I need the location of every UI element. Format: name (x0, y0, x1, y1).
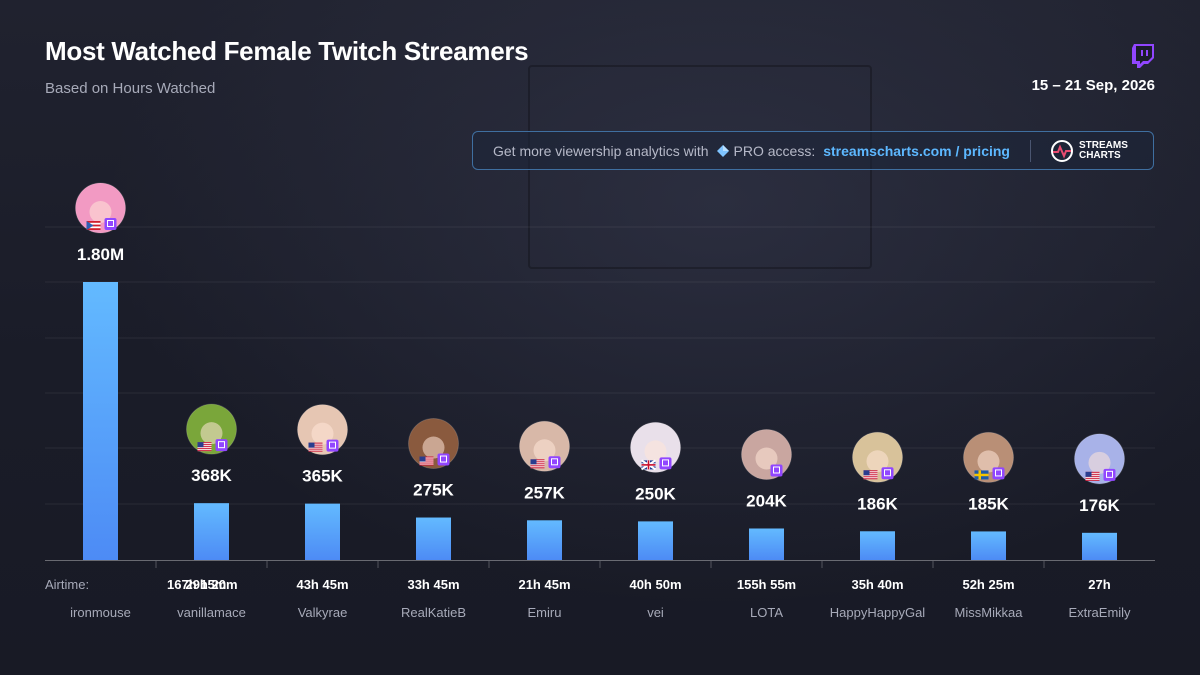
avatar-face (89, 201, 112, 223)
bar-RealKatieB (416, 517, 451, 560)
streamer-name: ironmouse (70, 605, 131, 620)
sweden-flag-icon (974, 470, 989, 480)
page-subtitle: Based on Hours Watched (45, 80, 216, 97)
value-label: 1.80M (77, 245, 124, 264)
bar-ironmouse (83, 282, 118, 560)
airtime-value: 43h 45m (296, 577, 348, 592)
value-label: 176K (1079, 496, 1120, 515)
airtime-value: 27h (1088, 577, 1110, 592)
puerto-rico-flag-icon (86, 221, 101, 230)
streamer-name: LOTA (750, 605, 783, 620)
streamer-name: Emiru (528, 605, 562, 620)
airtime-value: 21h 45m (518, 577, 570, 592)
bar-MissMikkaa (971, 531, 1006, 560)
brand-line-1: STREAMS (1078, 139, 1128, 151)
twitch-logo-icon (1132, 44, 1154, 68)
airtime-label: Airtime: (45, 577, 90, 592)
airtime-value: 52h 25m (962, 577, 1014, 592)
streamer-name: HappyHappyGal (830, 605, 925, 620)
twitch-badge-icon (548, 456, 561, 469)
streamer-name: Valkyrae (298, 605, 348, 620)
usa-flag-icon (530, 459, 545, 469)
avatar-face (533, 439, 556, 462)
usa-flag-icon (308, 442, 323, 452)
avatar-face (977, 450, 1000, 473)
twitch-badge-icon (770, 464, 783, 477)
bar-LOTA (749, 528, 784, 560)
airtime-value: 155h 55m (737, 577, 796, 592)
streamer-name: RealKatieB (401, 605, 466, 620)
value-label: 365K (302, 467, 343, 486)
promo-text: Get more viewership analytics with (493, 142, 709, 159)
streamer-name: MissMikkaa (955, 605, 1024, 620)
promo-banner[interactable]: Get more viewership analytics with PRO a… (472, 131, 1154, 170)
twitch-badge-icon (104, 218, 117, 230)
twitch-badge-icon (881, 467, 894, 480)
value-label: 204K (746, 491, 787, 510)
value-label: 368K (191, 466, 232, 485)
airtime-value: 167h 15m (167, 577, 226, 592)
airtime-value: 40h 50m (629, 577, 681, 592)
page-title: Most Watched Female Twitch Streamers (45, 36, 529, 66)
date-range: 15 – 21 Sep, 2026 (1031, 77, 1155, 94)
promo-pro-label: PRO access: (733, 142, 816, 159)
twitch-badge-icon (215, 439, 228, 452)
streamscharts-logo-icon (1050, 139, 1073, 162)
avatar-face (755, 447, 778, 470)
avatar-face (1088, 451, 1111, 474)
bar-Valkyrae (305, 503, 340, 560)
value-label: 275K (413, 481, 454, 500)
streamer-name: vei (647, 605, 664, 620)
uk-flag-icon (640, 459, 657, 471)
pricing-link[interactable]: streamscharts.com / pricing (823, 142, 1010, 159)
airtime-value: 35h 40m (851, 577, 903, 592)
promo-divider (1029, 139, 1031, 162)
airtime-value: 29h 20m (185, 577, 237, 592)
value-label: 250K (635, 484, 676, 503)
streamer-name: vanillamace (177, 605, 246, 620)
brand-line-2: CHARTS (1078, 149, 1121, 161)
usa-flag-icon (1085, 471, 1100, 481)
value-label: 185K (968, 494, 1009, 513)
bar-Emiru (527, 520, 562, 560)
bar-ExtraEmily (1082, 532, 1117, 560)
twitch-badge-icon (326, 439, 339, 452)
bar-HappyHappyGal (860, 531, 895, 560)
avatar-face (866, 450, 889, 473)
avatar-face (644, 440, 667, 463)
streamer-name: ExtraEmily (1068, 605, 1131, 620)
usa-flag-icon (419, 456, 434, 466)
avatar-face (422, 436, 445, 459)
airtime-value: 33h 45m (407, 577, 459, 592)
streamscharts-wordmark: STREAMS CHARTS (1078, 139, 1128, 161)
twitch-badge-icon (992, 467, 1005, 480)
value-label: 257K (524, 483, 565, 502)
value-label: 186K (857, 494, 898, 513)
bar-vei (638, 521, 673, 560)
avatar-face (311, 422, 334, 445)
usa-flag-icon (197, 442, 212, 452)
usa-flag-icon (863, 470, 878, 480)
bar-vanillamace (194, 503, 229, 560)
twitch-badge-icon (659, 457, 672, 470)
twitch-badge-icon (1103, 468, 1116, 481)
twitch-badge-icon (437, 453, 450, 466)
avatar-face (200, 422, 223, 445)
diamond-icon (716, 144, 729, 157)
